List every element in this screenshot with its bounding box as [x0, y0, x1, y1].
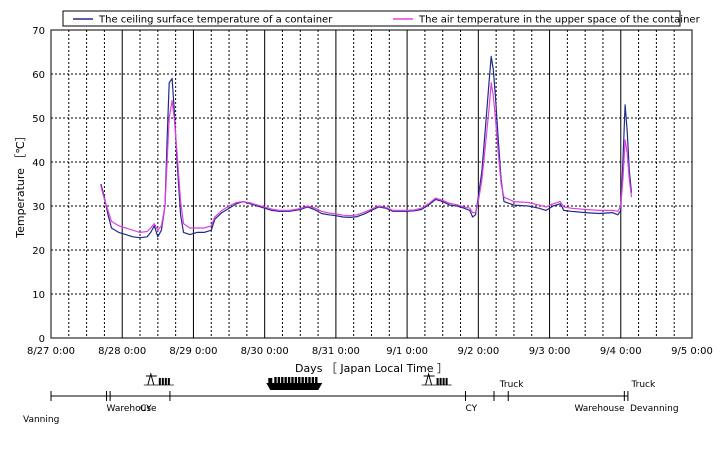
ship-container: [291, 377, 294, 383]
crane-icon: [143, 372, 174, 386]
ship-hull: [266, 383, 323, 390]
x-tick-label: 9/4 0:00: [600, 346, 642, 357]
legend-entry-air: The air temperature in the upper space o…: [418, 15, 701, 26]
y-tick-label: 20: [32, 246, 45, 257]
x-tick-label: 9/5 0:00: [671, 346, 713, 357]
y-tick-label: 0: [39, 334, 45, 345]
ship-container: [284, 377, 287, 383]
crane-container: [167, 378, 170, 385]
crane-container: [442, 378, 445, 385]
timeline-label: Devanning: [630, 404, 679, 414]
x-tick-label: 9/3 0:00: [529, 346, 571, 357]
y-axis-title: Temperature ［℃］: [14, 130, 27, 239]
y-tick-label: 10: [32, 290, 45, 301]
legend-entry-ceiling: The ceiling surface temperature of a con…: [98, 15, 333, 26]
x-tick-label: 8/27 0:00: [27, 346, 75, 357]
x-tick-label: 8/30 0:00: [241, 346, 289, 357]
ship-bridge: [268, 378, 273, 383]
ship-container: [301, 377, 304, 383]
grid: [51, 30, 692, 338]
crane-container: [161, 378, 164, 385]
timeline-label: CY: [140, 404, 152, 414]
timeline-label: Truck: [499, 380, 525, 390]
crane-container: [158, 378, 161, 385]
series-lines: [100, 55, 633, 239]
ship-container: [294, 377, 298, 383]
x-tick-label: 8/29 0:00: [169, 346, 217, 357]
legend-box: [62, 10, 681, 27]
plot-frame: [50, 29, 693, 339]
ship-container: [298, 377, 301, 383]
crane-container: [445, 378, 448, 385]
x-axis-title: Days ［ Japan Local Time ］: [295, 362, 448, 375]
x-tick-label: 9/2 0:00: [457, 346, 499, 357]
legend: The ceiling surface temperature of a con…: [62, 10, 701, 27]
ceiling-temperature-line: [100, 55, 633, 239]
x-tick-label: 8/31 0:00: [312, 346, 360, 357]
ship-container: [274, 377, 277, 383]
crane-frame: [423, 372, 435, 386]
crane-icon: [421, 372, 452, 386]
timeline-label: Warehouse: [107, 404, 157, 414]
x-tick-label: 8/28 0:00: [98, 346, 146, 357]
y-tick-label: 70: [32, 26, 45, 37]
y-tick-label: 60: [32, 70, 45, 81]
y-tick-label: 40: [32, 158, 45, 169]
ship-container: [311, 377, 315, 383]
x-tick-label: 9/1 0:00: [386, 346, 428, 357]
ship-container: [281, 377, 284, 383]
ship-container: [277, 377, 281, 383]
axes: 0 10 20 30 40 50 60 70 8/27 0:00 8/28 0:00 8/29 0:…: [14, 26, 713, 375]
ship-container: [287, 377, 291, 383]
y-tick-label: 50: [32, 114, 45, 125]
crane-frame: [145, 372, 157, 386]
timeline-label: CY: [466, 404, 478, 414]
ship-container: [315, 377, 318, 383]
timeline-label: Vanning: [23, 415, 59, 425]
y-tick-label: 30: [32, 202, 45, 213]
ship-container: [304, 377, 308, 383]
air-temperature-line: [100, 82, 633, 233]
timeline-label: Truck: [630, 380, 656, 390]
ship-icon: [266, 377, 323, 390]
crane-container: [436, 378, 439, 385]
crane-container: [439, 378, 442, 385]
crane-container: [164, 378, 167, 385]
ship-container: [308, 377, 311, 383]
timeline-label: Warehouse: [574, 404, 624, 414]
